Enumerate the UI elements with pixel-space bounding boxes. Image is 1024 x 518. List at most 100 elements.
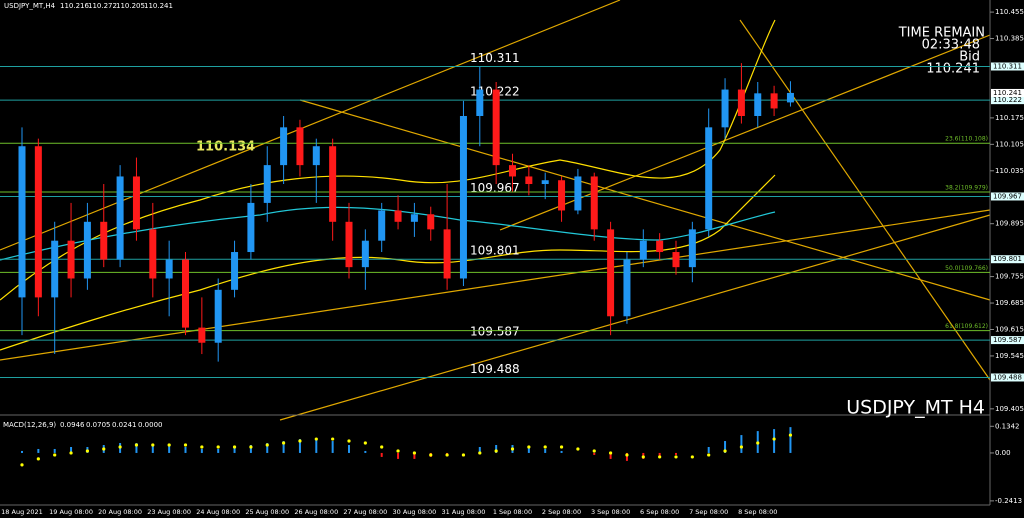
y-tick-label: 109.685 [995,299,1024,307]
signal-dot [118,445,122,449]
watermark: USDJPY_MT H4 [846,397,985,419]
macd-readout: 0.0241 [112,421,137,429]
x-tick-label: 25 Aug 08:00 [245,508,289,516]
candle-body [525,176,533,185]
y-tick-label: 0.1342 [995,422,1020,430]
signal-dot [478,451,482,455]
candle-body [198,327,206,343]
y-tick-label: 0.00 [995,449,1011,457]
signal-dot [183,443,188,447]
candle-body [639,240,647,260]
band-upper [0,19,776,301]
candle-body [34,146,42,298]
candle-body [623,259,631,317]
signal-dot [102,447,106,451]
candle-body [672,252,680,268]
candle-body [361,240,369,268]
ohlc-close: 110.241 [144,2,173,10]
candle-body [247,202,255,253]
level-label: 109.488 [470,362,520,376]
ohlc-high: 110.272 [88,2,117,10]
level-axis-label: 109.801 [993,255,1022,263]
x-tick-label: 7 Sep 08:00 [689,508,728,516]
signal-dot [216,445,220,449]
signal-dot [543,445,547,449]
time-remain-label: TIME REMAIN [898,26,985,41]
candle-body [280,127,288,166]
candle-body [427,214,435,230]
signal-dot [494,449,498,453]
signal-dot [53,453,57,457]
level-axis-label: 109.587 [993,336,1022,344]
candle-body [329,146,337,222]
signal-dot [609,451,613,455]
y-tick-label: 109.545 [995,352,1024,360]
candle-body [459,116,467,279]
signal-dot [674,455,678,459]
signal-dot [298,439,302,443]
candle-body [509,165,516,177]
signal-dot [20,463,24,467]
x-tick-label: 1 Sep 08:00 [493,508,532,516]
ohlc-low: 110.205 [116,2,145,10]
level-axis-box [991,62,1024,71]
fib-label: 23.6(110.108) [945,136,988,143]
candle-body [443,229,451,279]
signal-dot [429,453,433,457]
signal-dot [282,441,286,445]
signal-dot [412,451,416,455]
signal-dot [527,445,531,449]
candle-body [705,127,713,230]
symbol-header: USDJPY_MT,H4 [4,2,56,10]
signal-dot [36,457,40,461]
y-tick-label: 110.385 [995,35,1024,43]
macd-readout: 0.0000 [138,421,163,429]
candle-body [394,210,402,222]
x-tick-label: 3 Sep 08:00 [591,508,630,516]
candle-body [345,221,353,268]
y-tick-label: 109.615 [995,325,1024,333]
time-remain: 02:33:48 [922,38,980,53]
x-tick-label: 30 Aug 08:00 [392,508,436,516]
macd-readout: 0.0946 [60,421,85,429]
x-tick-label: 20 Aug 08:00 [98,508,142,516]
signal-dot [85,449,89,453]
signal-dot [380,445,384,449]
candle-body [688,229,696,268]
signal-dot [707,453,711,457]
signal-dot [658,455,662,459]
candle-body [116,176,124,260]
band-lower [0,174,776,351]
signal-dot [756,441,760,445]
trend-line [499,34,991,231]
signal-dot [347,439,351,443]
trend-line [0,209,991,361]
x-tick-label: 18 Aug 2021 [1,508,43,516]
candle-body [656,240,664,253]
candle-body [786,92,794,103]
bid-label: Bid [959,50,980,65]
x-tick-label: 24 Aug 08:00 [196,508,240,516]
level-axis-box [991,373,1024,382]
level-axis-label: 109.488 [993,373,1022,381]
candle-body [165,259,173,279]
fib-label: 50.0(109.766) [945,265,988,272]
trend-line [739,19,991,381]
x-tick-label: 23 Aug 08:00 [147,508,191,516]
level-axis-box [991,96,1024,105]
signal-dot [510,447,515,451]
y-tick-label: -0.2413 [995,497,1022,505]
x-tick-label: 26 Aug 08:00 [294,508,338,516]
y-tick-label: 110.035 [995,167,1024,175]
candle-body [476,89,484,117]
fib-label: 38.2(109.979) [945,184,988,191]
level-axis-box [991,336,1024,345]
signal-dot [461,453,466,457]
y-tick-label: 110.175 [995,114,1024,122]
candle-body [18,146,26,298]
signal-dot [723,449,727,453]
signal-dot [249,445,253,449]
signal-dot [69,451,73,455]
signal-dot [265,443,269,447]
